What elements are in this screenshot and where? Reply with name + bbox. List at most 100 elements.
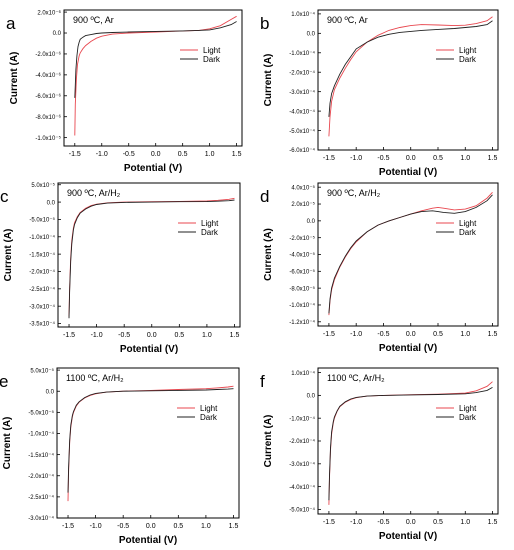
series-line-dark (328, 387, 493, 501)
y-axis-title: Current (A) (263, 54, 274, 107)
x-tick-label: 1.5 (229, 523, 239, 530)
y-tick-label: -2.0x10⁻⁴ (28, 473, 54, 480)
legend-label-light: Light (200, 404, 218, 413)
series-line-dark (328, 194, 493, 314)
x-axis-title: Potential (V) (120, 344, 178, 355)
condition-annotation: 900 ºC, Ar (73, 15, 114, 25)
legend-label-dark: Dark (459, 413, 477, 422)
series-line-dark (68, 199, 235, 319)
y-tick-label: -3.0x10⁻⁴ (28, 515, 54, 522)
x-tick-label: -1.0 (350, 331, 362, 338)
series-line-dark (74, 21, 237, 98)
x-axis-title: Potential (V) (124, 163, 182, 174)
x-tick-label: 1.5 (488, 331, 498, 338)
panel-letter: a (6, 14, 16, 33)
legend-label-light: Light (201, 219, 219, 228)
y-tick-label: -1.2x10⁻⁴ (289, 319, 315, 326)
x-tick-label: 1.0 (202, 332, 212, 339)
y-tick-label: -1.0x10⁻⁴ (289, 302, 315, 309)
x-tick-label: -0.5 (117, 523, 129, 530)
plot-frame (57, 182, 241, 328)
legend-label-dark: Dark (459, 228, 477, 237)
y-tick-label: -2.5x10⁻⁴ (29, 286, 55, 293)
legend-label-light: Light (203, 46, 221, 55)
y-tick-label: -1.0x10⁻⁴ (289, 50, 315, 57)
condition-annotation: 900 ºC, Ar/H₂ (327, 188, 381, 198)
x-tick-label: -1.5 (69, 151, 81, 158)
y-tick-label: -2.0x10⁻⁴ (29, 269, 55, 276)
y-tick-label: 1.0x10⁻⁴ (291, 11, 315, 18)
y-tick-label: -2.5x10⁻⁴ (28, 494, 54, 501)
x-tick-label: -1.0 (91, 332, 103, 339)
x-tick-label: 0.5 (433, 331, 443, 338)
x-tick-label: 0.5 (174, 332, 184, 339)
condition-annotation: 900 ºC, Ar/H₂ (67, 188, 121, 198)
y-axis-title: Current (A) (263, 415, 274, 468)
y-tick-label: -3.0x10⁻⁴ (289, 461, 315, 468)
y-tick-label: 0.0 (47, 200, 56, 206)
panel-letter: d (260, 187, 269, 206)
x-tick-label: 0.5 (433, 519, 443, 526)
x-tick-label: -1.5 (323, 331, 335, 338)
x-tick-label: 0.5 (173, 523, 183, 530)
y-tick-label: 2.0x10⁻⁶ (37, 9, 61, 16)
y-tick-label: 0.0 (307, 32, 316, 38)
y-tick-label: -3.5x10⁻⁴ (29, 321, 55, 328)
x-tick-label: 1.5 (488, 155, 498, 162)
y-tick-label: -2.0x10⁻⁶ (35, 51, 61, 58)
y-tick-label: 5.0x10⁻⁵ (30, 367, 54, 374)
panel-letter: b (260, 14, 269, 33)
y-tick-label: 0.0 (307, 219, 316, 225)
y-tick-label: -5.0x10⁻⁴ (289, 128, 315, 135)
y-tick-label: -4.0x10⁻⁴ (289, 484, 315, 491)
y-axis-title: Current (A) (263, 228, 274, 281)
y-tick-label: 0.0 (46, 389, 55, 395)
x-tick-label: -1.0 (90, 523, 102, 530)
y-tick-label: -4.0x10⁻⁴ (289, 108, 315, 115)
x-tick-label: -1.0 (350, 519, 362, 526)
x-tick-label: -1.0 (96, 151, 108, 158)
y-tick-label: -5.0x10⁻⁵ (28, 410, 54, 417)
x-tick-label: 0.5 (178, 151, 188, 158)
condition-annotation: 1100 ºC, Ar/H₂ (66, 373, 124, 383)
x-tick-label: 0.0 (406, 519, 416, 526)
x-tick-label: 0.0 (406, 155, 416, 162)
plot-frame (317, 367, 499, 515)
plot-frame (317, 182, 499, 327)
x-tick-label: 0.0 (151, 151, 161, 158)
legend-label-dark: Dark (459, 55, 477, 64)
panel-letter: c (0, 187, 9, 206)
y-axis-title: Current (A) (3, 229, 14, 282)
y-tick-label: -6.0x10⁻⁴ (289, 147, 315, 154)
plot-frame (317, 9, 499, 151)
series-line-light (328, 381, 493, 505)
y-axis-title: Current (A) (2, 417, 13, 470)
y-tick-label: -3.0x10⁻⁴ (289, 89, 315, 96)
x-tick-label: -1.5 (323, 519, 335, 526)
y-tick-label: -1.0x10⁻⁴ (289, 415, 315, 422)
series-line-light (68, 197, 235, 317)
y-tick-label: -6.0x10⁻⁵ (289, 269, 315, 276)
x-tick-label: 1.0 (460, 331, 470, 338)
y-tick-label: -1.0x10⁻⁴ (29, 234, 55, 241)
x-tick-label: 0.5 (433, 155, 443, 162)
x-tick-label: 1.5 (230, 332, 240, 339)
y-axis-title: Current (A) (9, 52, 20, 105)
panel-f: -1.5 -1.0 -0.5 0.0 0.5 1.0 1.5 1.0x10⁻⁴ 0.0 -1.0x… (260, 367, 499, 542)
legend-label-dark: Dark (203, 55, 221, 64)
y-tick-label: -8.0x10⁻⁶ (35, 114, 61, 121)
x-tick-label: 1.5 (232, 151, 242, 158)
series-line-light (328, 16, 493, 137)
plot-frame (56, 367, 240, 519)
legend-label-light: Light (459, 46, 477, 55)
y-tick-label: 0.0 (307, 394, 316, 400)
y-tick-label: -6.0x10⁻⁶ (35, 93, 61, 100)
y-tick-label: -2.0x10⁻⁴ (289, 438, 315, 445)
panel-c: -1.5 -1.0 -0.5 0.0 0.5 1.0 1.5 5.0x10⁻⁵ 0.0 -5.0x… (0, 182, 241, 355)
x-tick-label: -0.5 (118, 332, 130, 339)
panel-e: -1.5 -1.0 -0.5 0.0 0.5 1.0 1.5 5.0x10⁻⁵ 0.0 -5.0x… (0, 367, 240, 546)
condition-annotation: 900 ºC, Ar (327, 15, 368, 25)
panel-letter: f (260, 372, 265, 391)
panel-b: -1.5 -1.0 -0.5 0.0 0.5 1.0 1.5 1.0x10⁻⁴ 0.0 -1.0x… (260, 9, 499, 178)
